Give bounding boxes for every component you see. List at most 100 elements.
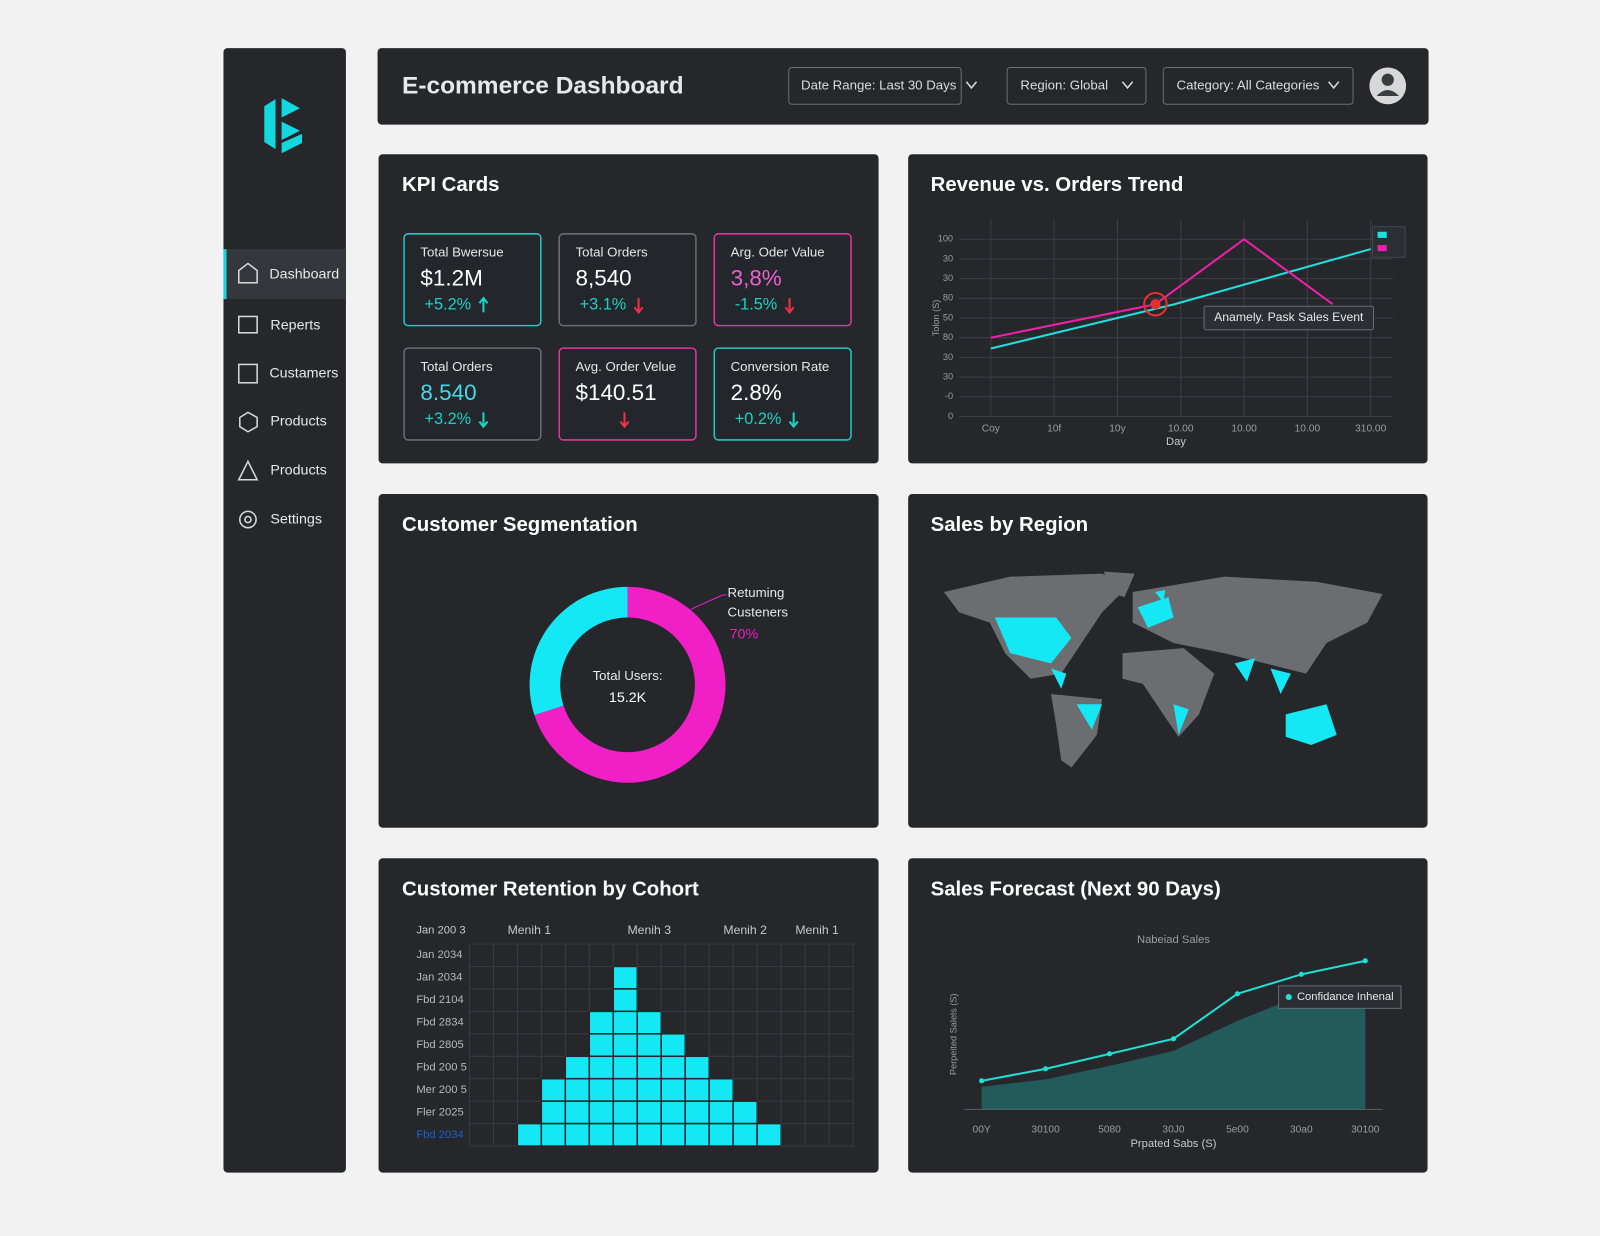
x-tick-label: 30J0 [1162,1124,1184,1135]
x-tick-label: 10f [1047,423,1061,434]
heat-cell [588,1010,615,1035]
icon-products [239,411,258,433]
heat-cell [756,1033,782,1057]
heat-cell [708,1010,734,1035]
heat-cell [636,966,662,990]
dropdown-label[interactable]: Region: Global [1020,77,1108,92]
heat-cell [516,1033,542,1057]
dropdown[interactable] [1162,66,1354,105]
heat-cell [828,988,854,1012]
panel-title: Customer Retention by Cohort [402,878,699,900]
heat-cell [564,1122,591,1147]
anomaly-ring [1143,291,1168,317]
kpi-change: +0.2% [735,410,782,428]
heat-cell [468,1123,494,1147]
heat-cell [540,966,566,990]
kpi-change: +3.1% [580,296,627,314]
sidebar [223,48,346,1173]
filter-date[interactable]: Date Range: Last 30 Days [788,66,978,105]
annotation-text: Anamely. Pask Sales Event [1214,310,1364,324]
x-tick-label: 310.00 [1355,423,1386,434]
heat-cell [636,988,662,1012]
kpi-label: Total Orders [576,245,649,260]
arrow-head [478,420,489,429]
heat-cell [468,1055,494,1080]
y-axis-label: Perpeited Salels (S) [949,994,959,1076]
heat-cell [660,1077,686,1102]
heat-cell [540,943,566,967]
nav-products[interactable]: Products [239,411,327,433]
nav-label[interactable]: Products [270,413,326,429]
heat-cell [780,1123,806,1147]
x-tick-label: 10.00 [1295,423,1321,434]
x-tick-label: 00Y [973,1124,991,1135]
heat-cell [660,966,686,990]
heat-cell [492,943,518,967]
heat-cell [780,1010,806,1035]
kpi-value: $140.51 [576,380,657,405]
row-label: Fbd 2805 [416,1039,463,1051]
kpi-card [558,347,697,441]
heat-cell [492,1033,518,1057]
column-label: Menih 1 [508,923,552,937]
nav-label[interactable]: Reperts [270,317,320,333]
heat-cell [588,1033,615,1058]
legend-swatch [1377,231,1387,238]
nav-products-2[interactable]: Products [237,459,327,481]
heat-cell [684,966,710,990]
avatar-bg[interactable] [1369,67,1407,105]
heat-cell [516,1010,542,1035]
heat-cell [804,1010,830,1035]
avatar-body [1376,89,1399,97]
panel-segmentation [378,494,879,828]
heat-cell [516,988,542,1012]
world-map [943,571,1383,768]
filter-category[interactable]: Category: All Categories [1162,66,1354,105]
heat-cell [468,1010,494,1035]
heat-cell [564,1100,591,1125]
heat-cell [540,1055,566,1080]
legend-swatch [1377,245,1387,252]
heat-cell [756,1122,782,1147]
nav-reports[interactable]: Reperts [238,315,321,334]
heat-cell [828,1078,854,1102]
heat-cell [660,1033,686,1058]
x-tick-label: 10y [1109,423,1126,434]
heat-cell [708,1122,734,1147]
kpi-label: Avg. Order Velue [576,359,677,374]
kpi-card [403,347,542,441]
avatar[interactable] [1369,67,1407,105]
dropdown[interactable] [788,66,962,105]
trend-arrow [478,412,489,429]
center-value: 15.2K [609,690,647,706]
heat-cell [564,1055,591,1080]
trend-arrow [478,296,489,313]
filter-region[interactable]: Region: Global [1006,66,1147,105]
heat-cell [636,943,662,967]
heat-cell [588,1100,615,1125]
heat-cell [828,1100,854,1125]
nav-label[interactable]: Dashboard [269,266,339,282]
dropdown-label[interactable]: Category: All Categories [1177,77,1320,92]
panel-trend [908,154,1428,464]
heat-cell [756,966,782,990]
heat-cell [708,966,734,990]
kpi-value: 8.540 [420,380,476,405]
legend-box [1371,226,1406,258]
dropdown-label[interactable]: Date Range: Last 30 Days [801,77,957,92]
dropdown[interactable] [1006,66,1147,105]
nav-settings[interactable]: Settings [239,510,322,529]
heat-cell [468,966,494,990]
nav-label[interactable]: Settings [270,511,322,527]
nav-label[interactable]: Products [270,462,326,478]
kpi-value: 2.8% [731,380,782,405]
point [1298,971,1304,977]
heat-cell [732,966,758,990]
heat-cell [636,1077,662,1102]
nav-label[interactable]: Custamers [269,365,338,381]
anomaly-marker [1150,299,1161,310]
nav-customers[interactable]: Custamers [238,363,339,384]
nav-dashboard[interactable]: Dashboard [238,262,339,284]
donut-segment [534,586,726,783]
arrow-head [784,306,795,315]
